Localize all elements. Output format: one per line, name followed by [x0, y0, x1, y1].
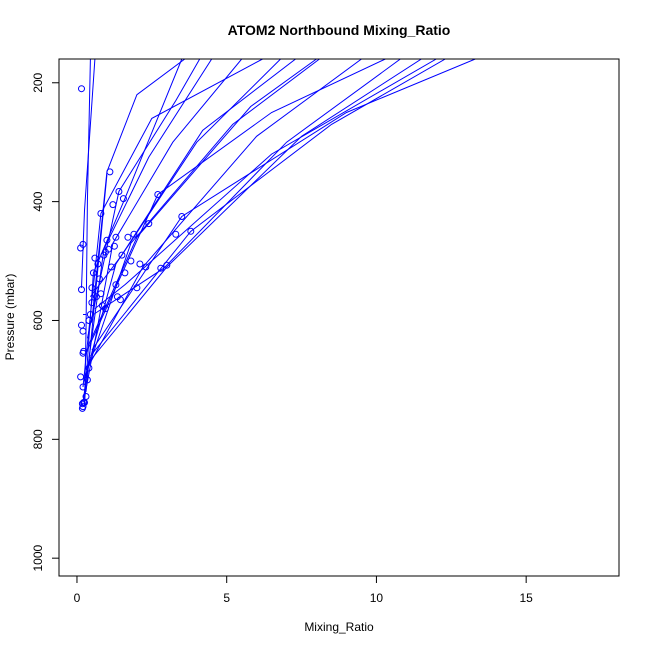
- data-point-17: [83, 376, 91, 384]
- data-point-57: [187, 227, 195, 235]
- series-line-4: [84, 59, 243, 398]
- y-axis: 200 400 600 800 1000: [31, 72, 60, 572]
- y-tick-label-200: 200: [31, 72, 45, 92]
- series-line-20: [81, 59, 96, 288]
- data-point-35: [107, 263, 115, 271]
- x-axis: 0 5 10 15: [74, 575, 533, 605]
- chart-title: ATOM2 Northbound Mixing_Ratio: [228, 22, 451, 38]
- data-point-46: [127, 257, 135, 265]
- data-point-26: [95, 275, 103, 283]
- data-point-8: [80, 347, 88, 355]
- data-point-16: [82, 393, 90, 400]
- y-tick-label-400: 400: [31, 191, 45, 211]
- data-point-1: [78, 85, 85, 93]
- data-point-48: [133, 284, 141, 292]
- data-point-6: [79, 327, 87, 335]
- data-point-9: [77, 373, 85, 381]
- x-axis-label: Mixing_Ratio: [304, 620, 374, 634]
- data-point-49: [136, 260, 144, 268]
- data-point-2: [77, 244, 85, 252]
- data-point-44: [121, 269, 129, 277]
- data-point-31: [97, 210, 105, 217]
- data-point-4: [78, 286, 85, 294]
- data-point-21: [88, 299, 96, 307]
- data-point-14: [78, 404, 86, 412]
- series-lines: [81, 59, 476, 407]
- data-point-51: [145, 220, 153, 228]
- series-line-8: [86, 59, 362, 369]
- series-line-21: [85, 174, 108, 392]
- data-point-36: [109, 201, 117, 209]
- data-point-25: [94, 260, 102, 268]
- data-markers: [77, 85, 195, 412]
- x-tick-label-10: 10: [370, 591, 384, 605]
- data-point-53: [157, 264, 165, 272]
- data-point-18: [85, 364, 93, 372]
- plot-frame: [58, 58, 620, 577]
- data-point-58: [112, 233, 120, 241]
- data-point-41: [116, 296, 124, 304]
- data-point-5: [78, 321, 85, 329]
- data-point-23: [89, 269, 97, 277]
- y-tick-label-600: 600: [31, 310, 45, 330]
- data-point-60: [101, 305, 109, 313]
- x-tick-label-5: 5: [223, 591, 230, 605]
- data-point-42: [118, 251, 126, 259]
- series-line-15: [91, 59, 186, 321]
- y-tick-label-800: 800: [31, 429, 45, 449]
- data-point-47: [130, 230, 138, 238]
- series-line-16: [93, 59, 401, 315]
- data-point-56: [178, 213, 186, 220]
- data-point-55: [172, 230, 180, 238]
- data-point-45: [124, 233, 132, 241]
- data-point-40: [115, 188, 123, 195]
- data-point-37: [110, 242, 118, 250]
- series-line-10: [90, 59, 446, 357]
- series-line-18: [90, 59, 281, 298]
- series-line-9: [88, 59, 422, 363]
- data-point-54: [163, 261, 171, 269]
- series-line-13: [88, 59, 317, 345]
- data-point-43: [119, 195, 127, 203]
- data-point-50: [142, 263, 150, 271]
- data-point-22: [88, 284, 96, 292]
- data-point-3: [79, 240, 87, 248]
- x-tick-label-0: 0: [74, 591, 81, 605]
- series-line-5: [82, 59, 263, 388]
- data-point-20: [86, 311, 94, 318]
- x-tick-label-15: 15: [519, 591, 533, 605]
- data-point-10: [79, 383, 87, 391]
- data-point-59: [92, 293, 100, 301]
- series-line-14: [86, 59, 201, 339]
- series-line-11: [91, 59, 476, 351]
- series-line-17: [94, 59, 437, 309]
- y-axis-label: Pressure (mbar): [3, 274, 17, 361]
- data-point-52: [154, 191, 162, 198]
- data-point-24: [91, 254, 99, 262]
- y-tick-label-1000: 1000: [31, 545, 45, 572]
- data-point-32: [103, 236, 111, 244]
- data-point-34: [106, 168, 114, 176]
- data-point-38: [112, 281, 120, 289]
- data-point-33: [104, 245, 112, 253]
- series-line-3: [82, 59, 213, 403]
